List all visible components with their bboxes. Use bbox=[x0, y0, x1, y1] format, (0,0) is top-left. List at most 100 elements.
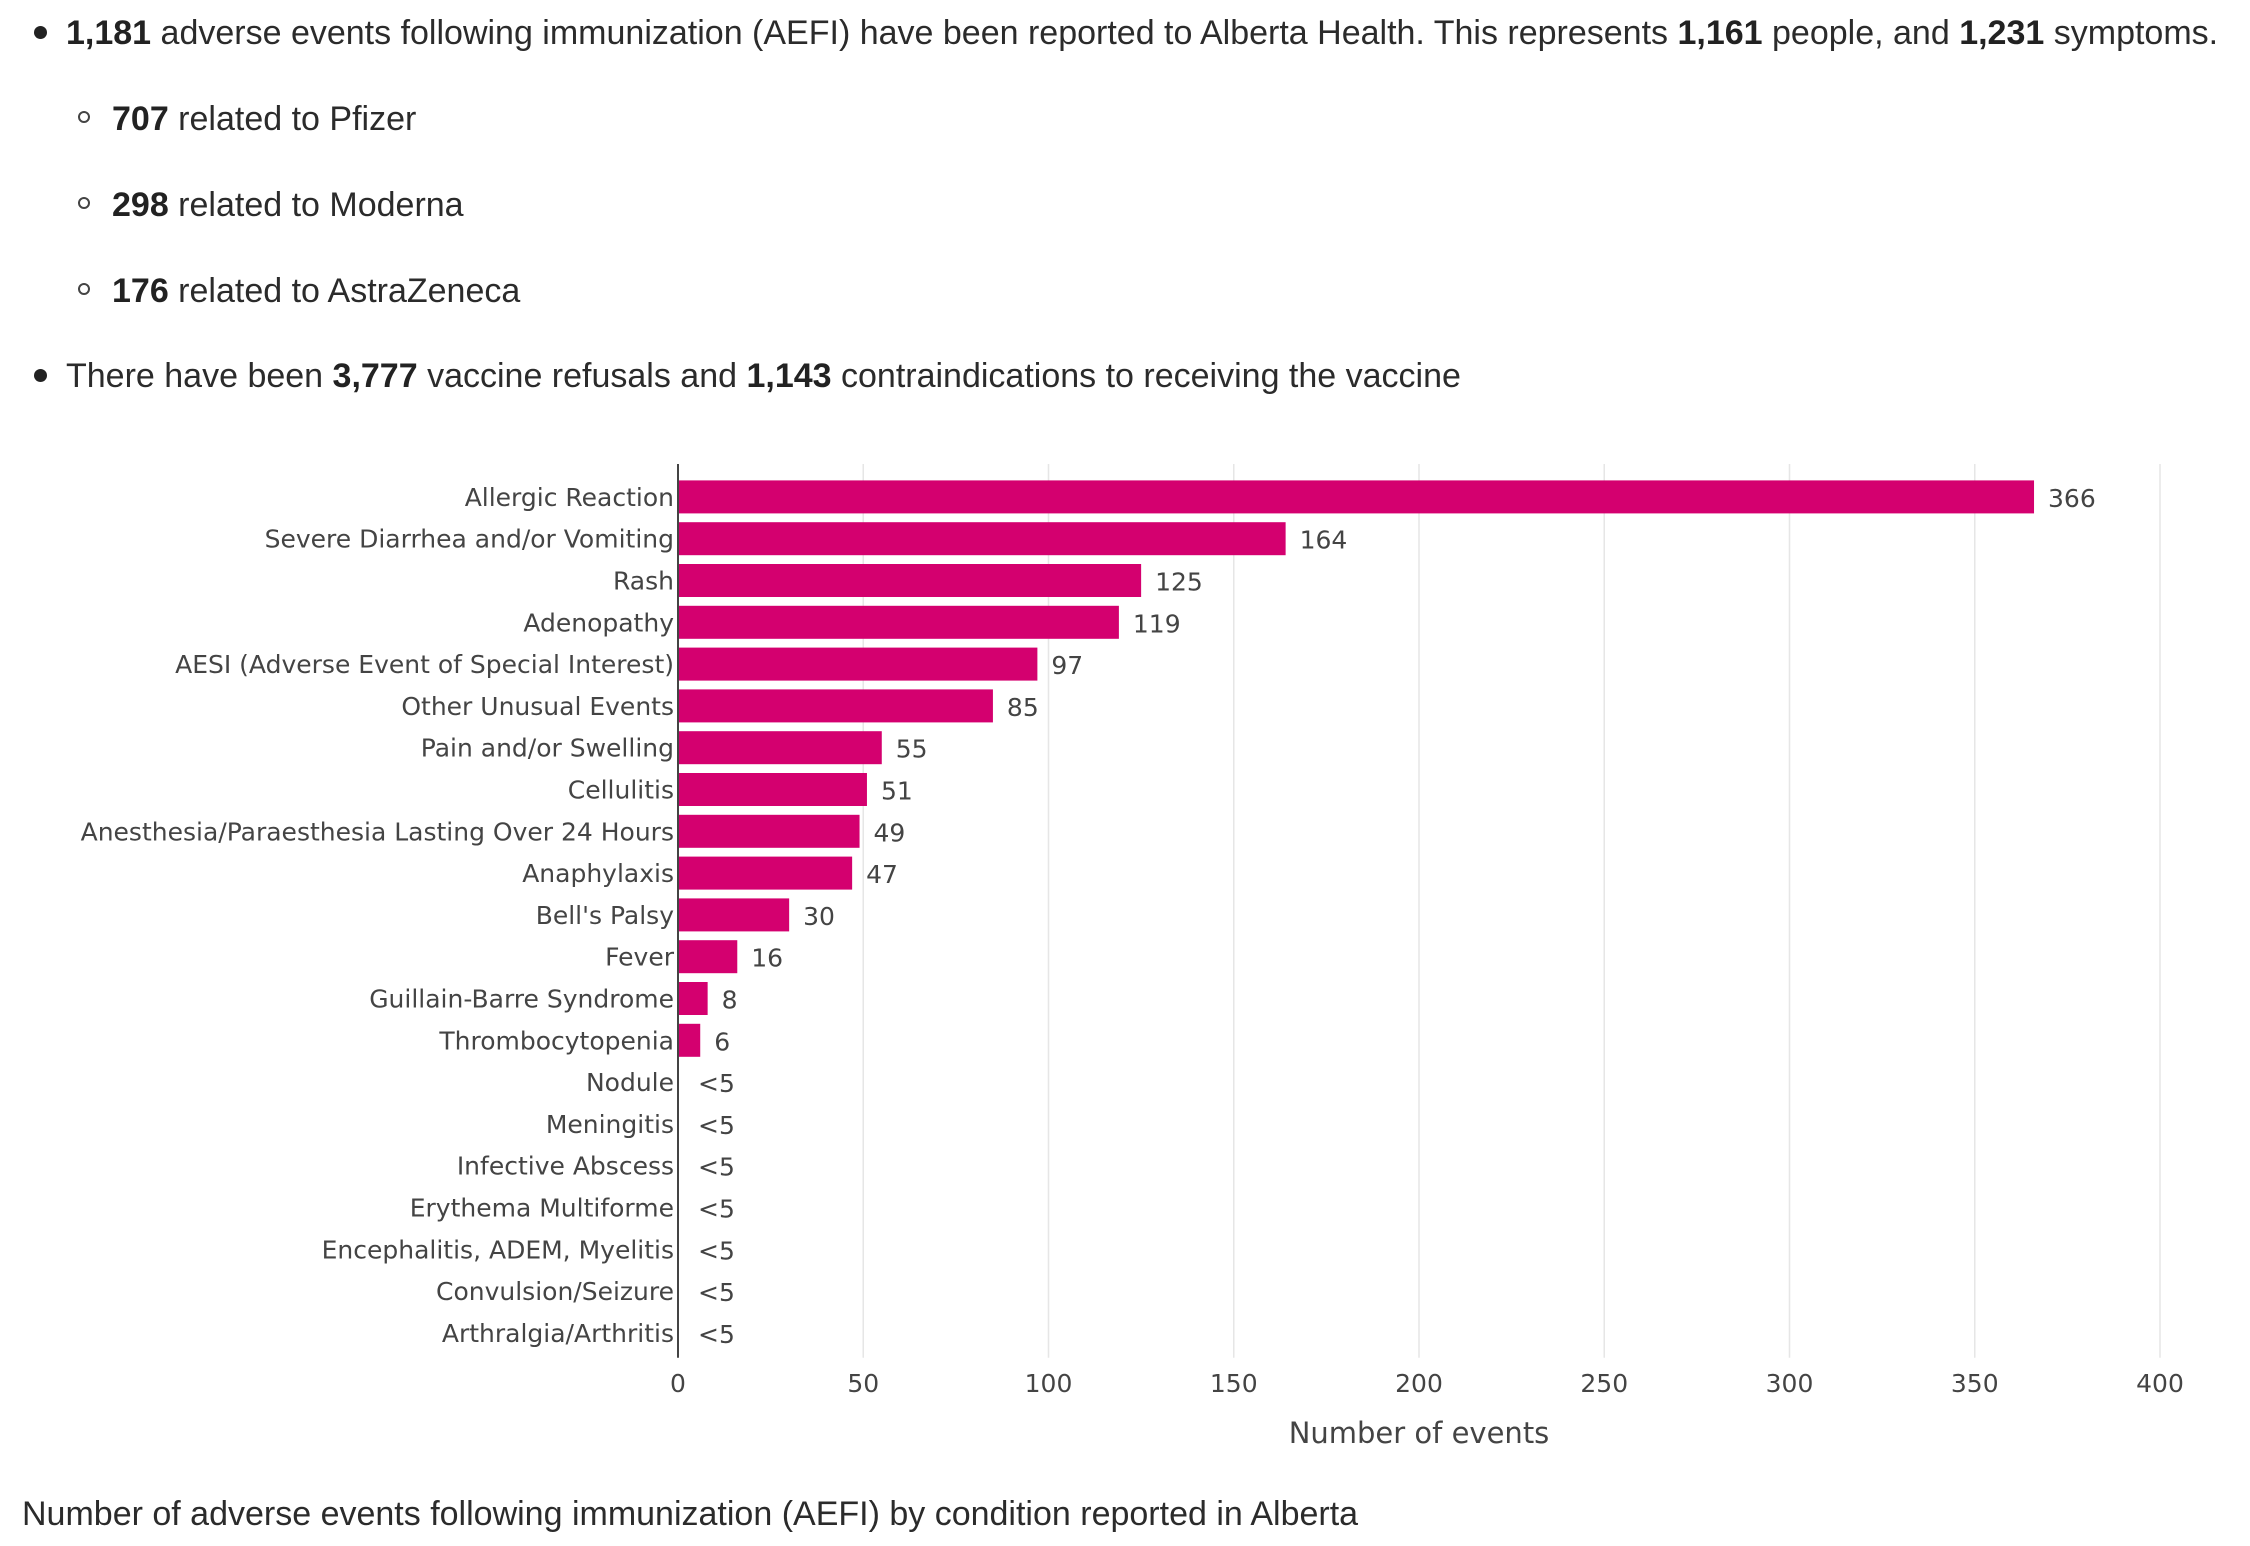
aefi-count: 1,181 bbox=[66, 14, 152, 52]
x-tick-label: 100 bbox=[1025, 1369, 1073, 1398]
x-tick-label: 250 bbox=[1580, 1369, 1628, 1398]
sub-item-pfizer: 707 related to Pfizer bbox=[112, 99, 416, 139]
data-label: 164 bbox=[1300, 526, 1348, 555]
bullet-dot-icon bbox=[34, 369, 47, 382]
bar bbox=[678, 647, 1038, 681]
x-tick-labels: 0 50 100 150 200 250 300 350 400 bbox=[670, 1369, 2184, 1398]
sub-item-moderna: 298 related to Moderna bbox=[112, 185, 464, 225]
data-label: 6 bbox=[714, 1027, 730, 1056]
category-label: Nodule bbox=[586, 1068, 674, 1097]
aefi-text-2: people, and bbox=[1762, 14, 1960, 52]
moderna-text: related to Moderna bbox=[168, 186, 464, 224]
data-label: 16 bbox=[751, 944, 783, 973]
bar bbox=[678, 773, 867, 806]
category-label: Allergic Reaction bbox=[465, 483, 674, 512]
bullet-dot-icon bbox=[34, 26, 47, 39]
category-label: Anaphylaxis bbox=[522, 859, 674, 888]
bar bbox=[678, 940, 738, 974]
data-label: 49 bbox=[874, 818, 906, 847]
data-label: <5 bbox=[698, 1153, 735, 1182]
bar bbox=[678, 480, 2035, 514]
data-label: 47 bbox=[866, 860, 898, 889]
category-labels: Allergic Reaction Severe Diarrhea and/or … bbox=[81, 483, 675, 1348]
bar bbox=[678, 856, 853, 890]
x-tick-label: 0 bbox=[670, 1369, 686, 1398]
refusals-text-1: There have been bbox=[66, 357, 333, 395]
bar bbox=[678, 605, 1119, 639]
bullet-ring-icon bbox=[78, 111, 90, 123]
chart-caption: Number of adverse events following immun… bbox=[22, 1495, 1359, 1533]
data-label: <5 bbox=[698, 1236, 735, 1265]
data-label: 366 bbox=[2048, 484, 2096, 513]
category-label: Arthralgia/Arthritis bbox=[442, 1319, 674, 1348]
category-label: Adenopathy bbox=[523, 608, 674, 637]
category-label: Erythema Multiforme bbox=[410, 1194, 674, 1223]
bars bbox=[678, 480, 2035, 1057]
sub-item-astrazeneca: 176 related to AstraZeneca bbox=[112, 271, 520, 311]
people-count: 1,161 bbox=[1677, 14, 1763, 52]
bar bbox=[678, 1023, 701, 1057]
bar bbox=[678, 814, 860, 848]
aefi-bar-chart: 366 164 125 119 97 85 55 51 49 47 30 16 8 6 <5 <5 <5 <5 <5… bbox=[81, 464, 2184, 1450]
data-label: <5 bbox=[698, 1069, 735, 1098]
bullet-ring-icon bbox=[78, 197, 90, 209]
refusals-count: 3,777 bbox=[332, 357, 418, 395]
data-label: 30 bbox=[803, 902, 835, 931]
category-label: Fever bbox=[605, 943, 675, 972]
category-label: Thrombocytopenia bbox=[438, 1026, 674, 1055]
x-tick-label: 50 bbox=[847, 1369, 879, 1398]
data-label: 51 bbox=[881, 777, 913, 806]
data-label: 125 bbox=[1155, 568, 1203, 597]
bar bbox=[678, 689, 993, 723]
data-labels: 366 164 125 119 97 85 55 51 49 47 30 16 8 6 <5 <5 <5 <5 <5… bbox=[698, 484, 2096, 1349]
category-label: Convulsion/Seizure bbox=[436, 1277, 674, 1306]
aefi-text-3: symptoms. bbox=[2044, 14, 2219, 52]
data-label: <5 bbox=[698, 1111, 735, 1140]
x-tick-label: 350 bbox=[1951, 1369, 1999, 1398]
category-label: Guillain-Barre Syndrome bbox=[369, 985, 674, 1014]
category-label: Other Unusual Events bbox=[401, 692, 674, 721]
category-label: Pain and/or Swelling bbox=[421, 734, 674, 763]
x-tick-label: 400 bbox=[2136, 1369, 2184, 1398]
x-tick-label: 300 bbox=[1766, 1369, 1814, 1398]
bar bbox=[678, 731, 882, 765]
data-label: 97 bbox=[1051, 651, 1083, 680]
astrazeneca-count: 176 bbox=[112, 272, 169, 310]
summary-aefi-line: 1,181 adverse events following immunizat… bbox=[66, 13, 2218, 53]
category-label: AESI (Adverse Event of Special Interest) bbox=[175, 650, 674, 679]
category-label: Rash bbox=[613, 567, 674, 596]
category-label: Meningitis bbox=[546, 1110, 674, 1139]
data-label: 8 bbox=[722, 986, 738, 1015]
astrazeneca-text: related to AstraZeneca bbox=[168, 272, 521, 310]
bar bbox=[678, 898, 790, 932]
refusals-text-2: vaccine refusals and bbox=[417, 357, 747, 395]
summary-refusals-line: There have been 3,777 vaccine refusals a… bbox=[66, 356, 1461, 396]
data-label: <5 bbox=[698, 1320, 735, 1349]
aefi-text-1: adverse events following immunization (A… bbox=[151, 14, 1678, 52]
gridlines bbox=[862, 464, 2161, 1358]
category-label: Severe Diarrhea and/or Vomiting bbox=[265, 525, 674, 554]
symptoms-count: 1,231 bbox=[1959, 14, 2045, 52]
category-label: Encephalitis, ADEM, Myelitis bbox=[322, 1235, 674, 1264]
x-tick-label: 150 bbox=[1210, 1369, 1258, 1398]
bar bbox=[678, 522, 1286, 556]
data-label: <5 bbox=[698, 1278, 735, 1307]
bar bbox=[678, 564, 1142, 597]
category-label: Cellulitis bbox=[568, 776, 674, 805]
data-label: 55 bbox=[896, 735, 928, 764]
data-label: 119 bbox=[1133, 609, 1181, 638]
category-label: Infective Abscess bbox=[457, 1152, 674, 1181]
category-label: Bell's Palsy bbox=[536, 901, 675, 930]
refusals-text-3: contraindications to receiving the vacci… bbox=[831, 357, 1461, 395]
moderna-count: 298 bbox=[112, 186, 169, 224]
data-label: 85 bbox=[1007, 693, 1039, 722]
bullet-ring-icon bbox=[78, 283, 90, 295]
bar bbox=[678, 982, 708, 1015]
x-axis-title: Number of events bbox=[1289, 1416, 1550, 1450]
x-tick-label: 200 bbox=[1395, 1369, 1443, 1398]
data-label: <5 bbox=[698, 1195, 735, 1224]
pfizer-text: related to Pfizer bbox=[168, 100, 417, 138]
contraindications-count: 1,143 bbox=[746, 357, 832, 395]
pfizer-count: 707 bbox=[112, 100, 169, 138]
category-label: Anesthesia/Paraesthesia Lasting Over 24 … bbox=[81, 817, 674, 846]
